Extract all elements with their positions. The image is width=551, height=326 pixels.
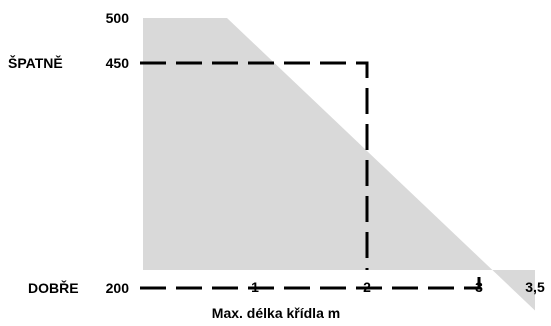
reference-line-spatne bbox=[140, 61, 369, 270]
y-tick-label: 200 bbox=[106, 280, 130, 296]
y-tick-label: 450 bbox=[106, 55, 130, 71]
x-tick-label: 3 bbox=[475, 279, 483, 295]
x-tick-label: 1 bbox=[251, 279, 259, 295]
shaded-region bbox=[143, 18, 535, 311]
y-tick-label: 500 bbox=[106, 10, 130, 26]
x-axis-label: Max. délka křídla m bbox=[212, 305, 340, 321]
reference-label-dobre: DOBŘE bbox=[28, 279, 79, 296]
x-tick-label: 2 bbox=[363, 279, 371, 295]
reference-label-spatne: ŠPATNĚ bbox=[8, 54, 63, 71]
x-tick-label: 3,5 bbox=[525, 279, 545, 295]
reference-line-dobre bbox=[140, 270, 481, 290]
